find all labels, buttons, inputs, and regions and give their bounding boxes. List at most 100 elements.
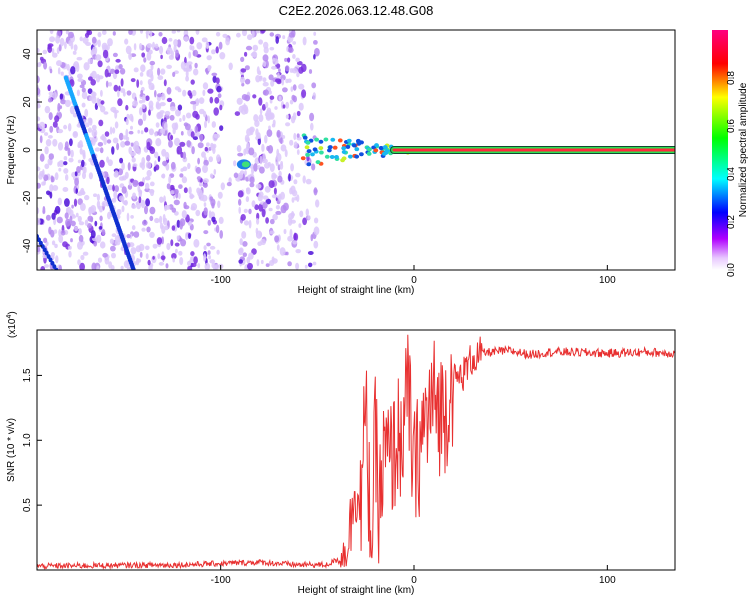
spectrogram-cell — [88, 206, 94, 214]
spectrogram-cell — [151, 85, 155, 90]
spectrogram-cell — [41, 169, 45, 178]
spectrogram-cell — [155, 138, 162, 147]
spectrogram-cell — [154, 151, 159, 159]
spectrogram-cell — [190, 79, 195, 85]
spectrogram-cell — [218, 216, 224, 224]
spectrogram-cell — [241, 231, 247, 239]
spectrogram-cell — [39, 135, 43, 144]
spectrogram-cell — [98, 119, 104, 127]
spectrogram-cell — [186, 61, 193, 66]
spectrogram-cell — [48, 91, 54, 96]
signal-blob — [346, 138, 352, 143]
spectrogram-cell — [87, 58, 94, 65]
spectrogram-cell — [290, 86, 294, 92]
spectrogram-ylabel: Frequency (Hz) — [6, 116, 17, 185]
snr-ylabel: SNR (10 * v/v) — [6, 418, 17, 482]
spectrogram-cell — [37, 217, 41, 226]
spectrogram-cell — [37, 166, 41, 172]
spectrogram-cell — [39, 153, 45, 162]
spectrogram-cell — [114, 121, 119, 129]
spectrogram-cell — [155, 164, 160, 171]
spectrogram-cell — [312, 92, 317, 101]
spectrogram-cell — [67, 123, 72, 132]
spectrogram-cell — [58, 160, 65, 168]
spectrogram-cell — [244, 78, 251, 85]
spectrogram-cell — [143, 57, 147, 63]
spectrogram-cell — [48, 112, 53, 121]
spectrogram-cell — [240, 214, 246, 221]
spectrogram-cell — [176, 219, 181, 228]
spectrogram-cell — [275, 36, 280, 44]
spectrogram-cell — [104, 256, 110, 265]
spectrogram-cell — [114, 185, 119, 193]
spectrogram-cell — [284, 57, 288, 62]
spectrogram-cell — [268, 180, 275, 189]
spectrogram-cell — [260, 259, 264, 265]
spectrogram-cell — [133, 144, 140, 153]
signal-blob — [354, 154, 360, 159]
spectrogram-cell — [287, 47, 294, 53]
spectrogram-cell — [180, 131, 184, 136]
spectrogram-cell — [164, 225, 169, 231]
spectrogram-cell — [42, 49, 48, 55]
spectrogram-cell — [298, 102, 304, 111]
spectrogram-cell — [126, 90, 132, 96]
spectrogram-cell — [191, 45, 195, 51]
spectrogram-cell — [309, 112, 315, 122]
spectrogram-cell — [164, 110, 171, 116]
spectrogram-cell — [160, 128, 164, 134]
spectrogram-cell — [122, 135, 128, 140]
snr-ytick-label: 1.5 — [22, 368, 33, 382]
spectrogram-cell — [171, 30, 176, 34]
spectrogram-cell — [255, 227, 259, 235]
spectrogram-cell — [245, 137, 250, 142]
spectrogram-cell — [287, 113, 291, 120]
spectrogram-cell — [147, 78, 152, 86]
spectrogram-cell — [141, 162, 146, 170]
spectrogram-cell — [126, 212, 130, 222]
spectrogram-cell — [77, 73, 83, 79]
snr-xtick-label: -100 — [211, 575, 231, 586]
spectrogram-cell — [298, 66, 304, 74]
spectrogram-cell — [255, 183, 262, 189]
spectrogram-cell — [70, 220, 76, 227]
spectrogram-cell — [37, 182, 41, 189]
signal-blob — [305, 152, 311, 157]
spectrogram-cell — [74, 177, 79, 186]
spectrogram-xtick-label: 100 — [599, 275, 616, 286]
spectrogram-cell — [310, 234, 314, 242]
spectrogram-cell — [179, 221, 183, 230]
spectrogram-cell — [124, 38, 129, 45]
spectrogram-cell — [252, 51, 258, 58]
spectrogram-cell — [171, 122, 178, 130]
spectrogram-cell — [141, 227, 146, 232]
spectrogram-cell — [112, 52, 118, 58]
spectrogram-cell — [149, 60, 156, 66]
spectrogram-cell — [296, 61, 303, 66]
spectrogram-cell — [37, 98, 40, 102]
spectrogram-cell — [132, 163, 138, 168]
signal-blob — [366, 151, 372, 156]
spectrogram-cell — [171, 253, 177, 260]
spectrogram-cell — [44, 146, 49, 155]
colorbar-gradient — [712, 30, 728, 270]
spectrogram-cell — [80, 187, 85, 194]
spectrogram-cell — [195, 113, 200, 120]
spectrogram-cell — [49, 68, 53, 74]
spectrogram-cell — [188, 186, 192, 195]
spectrogram-cell — [190, 251, 195, 257]
signal-blob — [304, 145, 310, 150]
spectrogram-cell — [56, 60, 62, 67]
spectrogram-cell — [106, 139, 112, 144]
spectrogram-cell — [140, 199, 146, 209]
spectrogram-cell — [58, 167, 62, 172]
spectrogram-cell — [254, 204, 259, 211]
signal-blob — [318, 146, 324, 151]
spectrogram-cell — [128, 130, 134, 135]
spectrogram-cell — [44, 264, 49, 268]
spectrogram-cell — [137, 129, 140, 134]
spectrogram-cell — [240, 68, 247, 73]
spectrogram-cell — [239, 247, 244, 253]
spectrogram-cell — [59, 105, 63, 109]
spectrogram-cell — [243, 148, 247, 156]
